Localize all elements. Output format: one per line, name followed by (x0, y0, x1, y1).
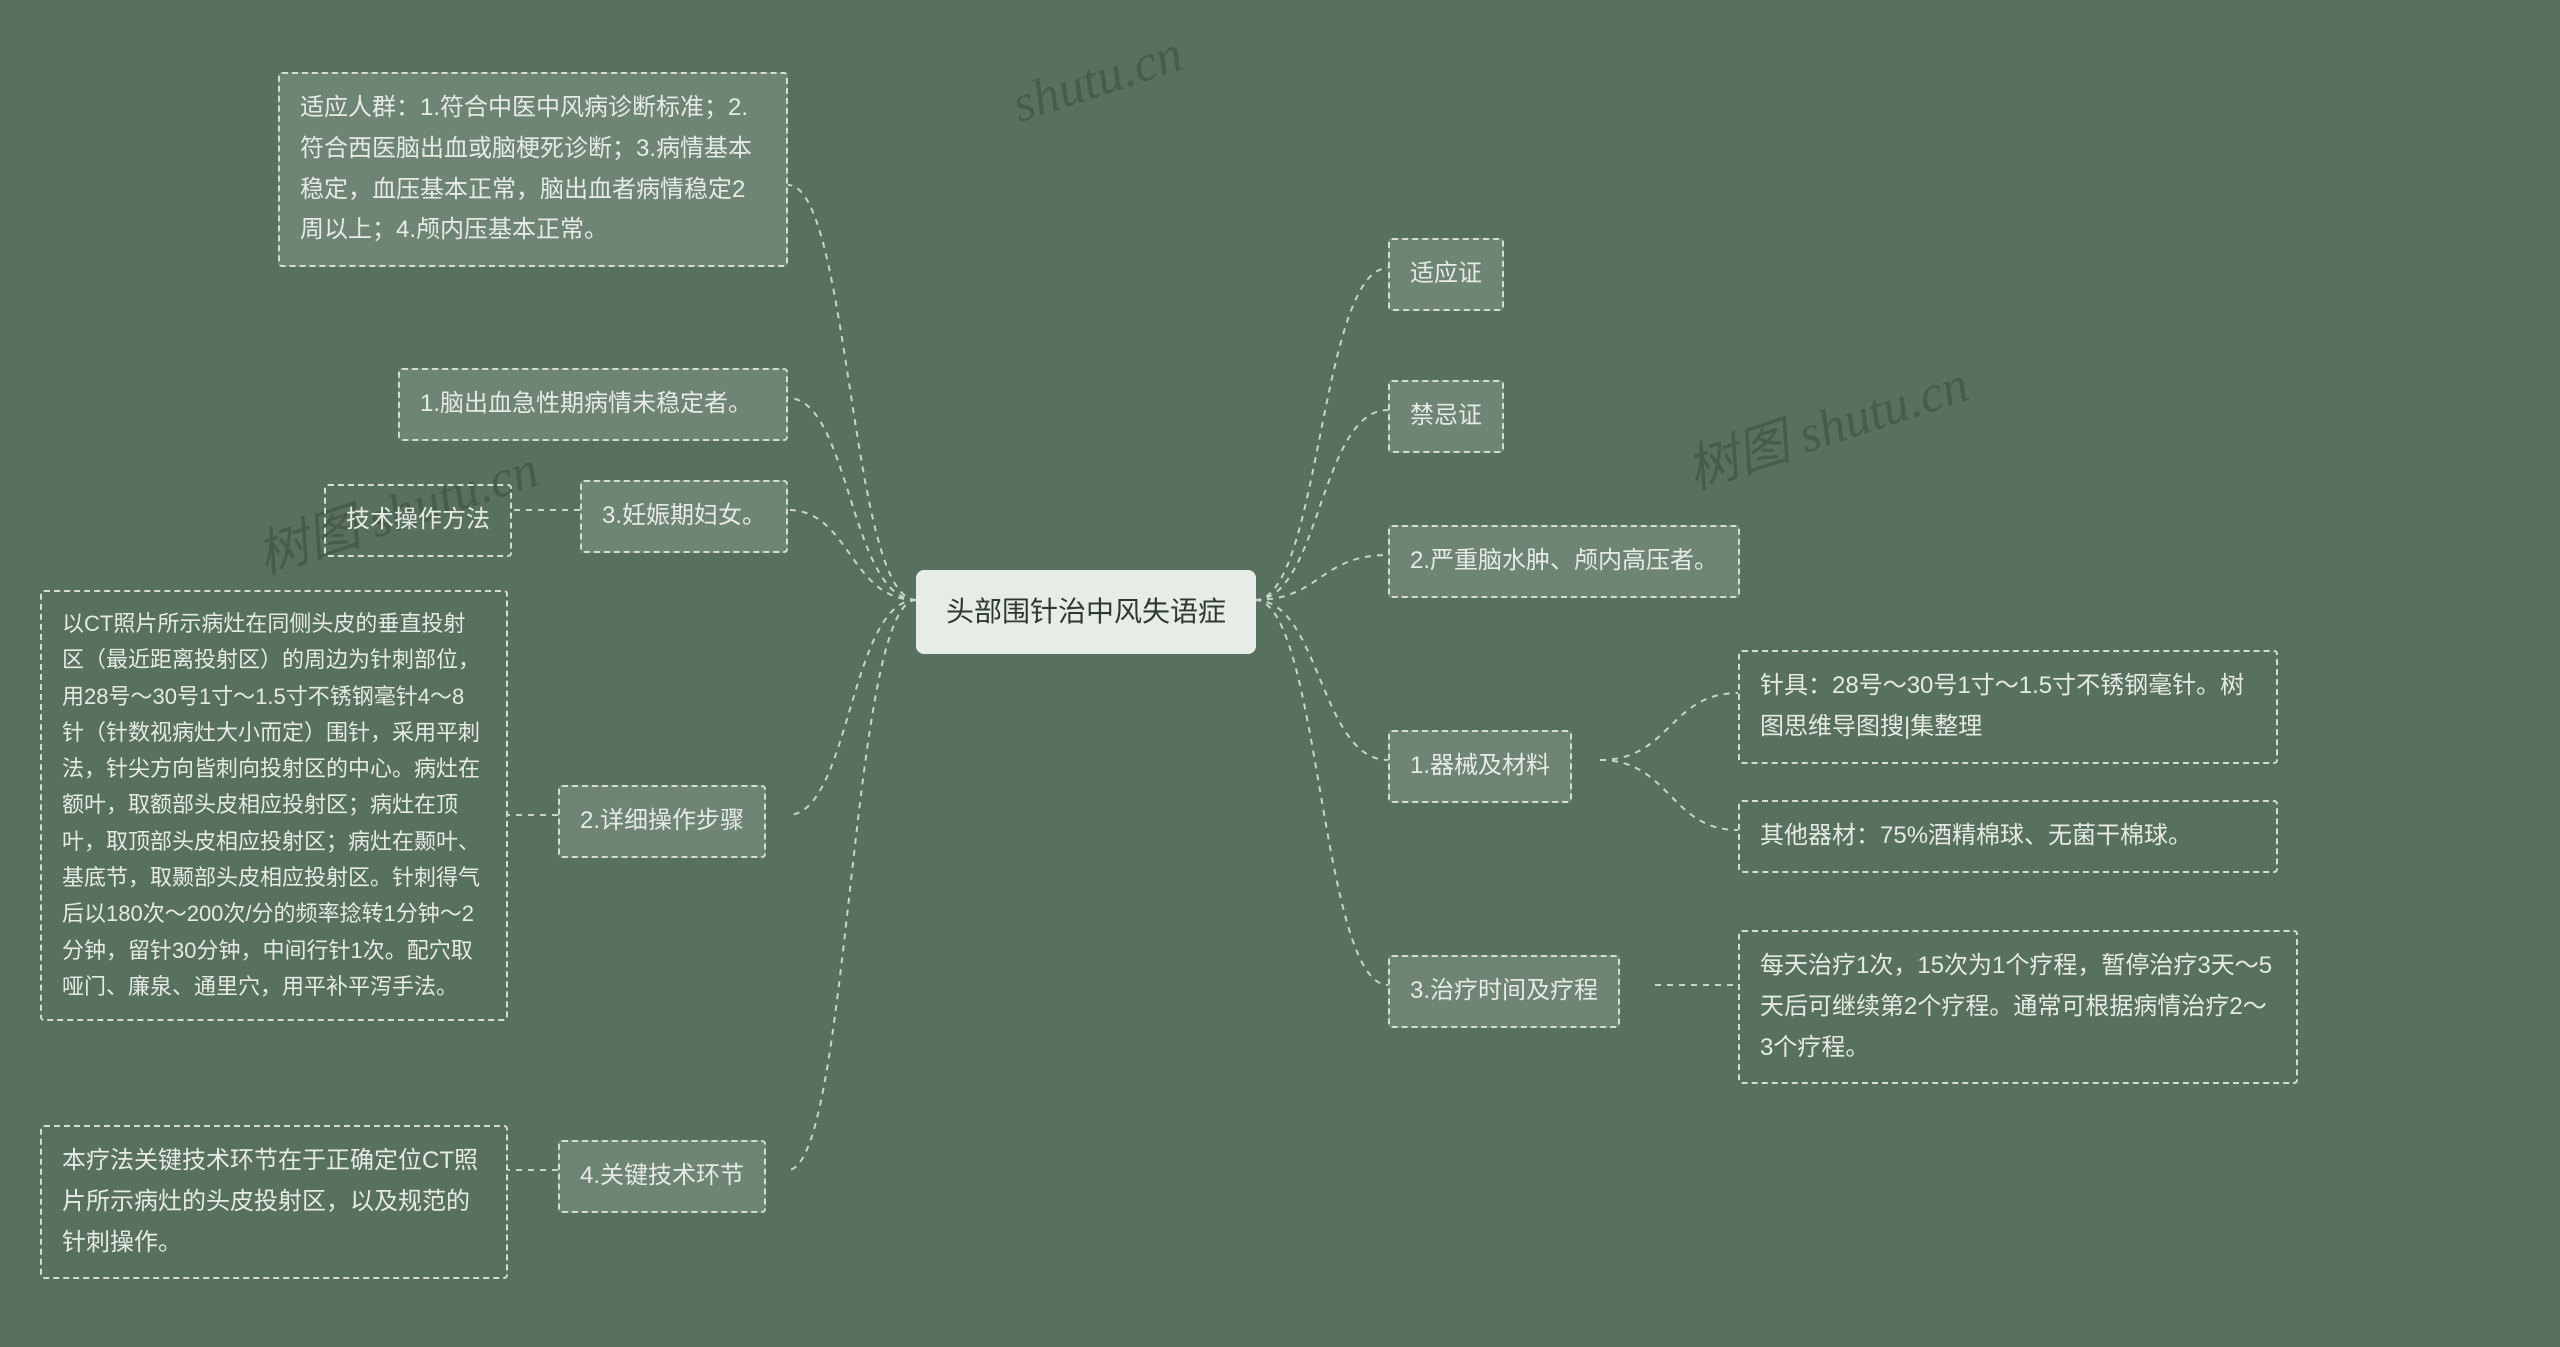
node-technique-method: 技术操作方法 (324, 484, 512, 557)
node-key-tech-text: 本疗法关键技术环节在于正确定位CT照片所示病灶的头皮投射区，以及规范的针刺操作。 (40, 1125, 508, 1279)
node-other-materials: 其他器材：75%酒精棉球、无菌干棉球。 (1738, 800, 2278, 873)
node-indication[interactable]: 适应证 (1388, 238, 1504, 311)
node-acute-hemorrhage[interactable]: 1.脑出血急性期病情未稳定者。 (398, 368, 788, 441)
node-detailed-steps[interactable]: 2.详细操作步骤 (558, 785, 766, 858)
node-schedule-detail: 每天治疗1次，15次为1个疗程，暂停治疗3天～5天后可继续第2个疗程。通常可根据… (1738, 930, 2298, 1084)
node-detailed-steps-text: 以CT照片所示病灶在同侧头皮的垂直投射区（最近距离投射区）的周边为针刺部位，用2… (40, 590, 508, 1021)
mindmap-canvas: 树图 shutu.cn 树图 shutu.cn shutu.cn 头部围针治中风… (0, 0, 2560, 1347)
node-severe-edema[interactable]: 2.严重脑水肿、颅内高压者。 (1388, 525, 1740, 598)
node-pregnancy[interactable]: 3.妊娠期妇女。 (580, 480, 788, 553)
node-key-tech[interactable]: 4.关键技术环节 (558, 1140, 766, 1213)
node-needle-spec: 针具：28号～30号1寸～1.5寸不锈钢毫针。树图思维导图搜|集整理 (1738, 650, 2278, 764)
node-instruments[interactable]: 1.器械及材料 (1388, 730, 1572, 803)
watermark: 树图 shutu.cn (1676, 342, 1977, 503)
node-treatment-schedule[interactable]: 3.治疗时间及疗程 (1388, 955, 1620, 1028)
watermark: shutu.cn (1005, 24, 1189, 134)
node-target-population: 适应人群：1.符合中医中风病诊断标准；2.符合西医脑出血或脑梗死诊断；3.病情基… (278, 72, 788, 267)
root-node[interactable]: 头部围针治中风失语症 (916, 570, 1256, 654)
node-contraindication[interactable]: 禁忌证 (1388, 380, 1504, 453)
